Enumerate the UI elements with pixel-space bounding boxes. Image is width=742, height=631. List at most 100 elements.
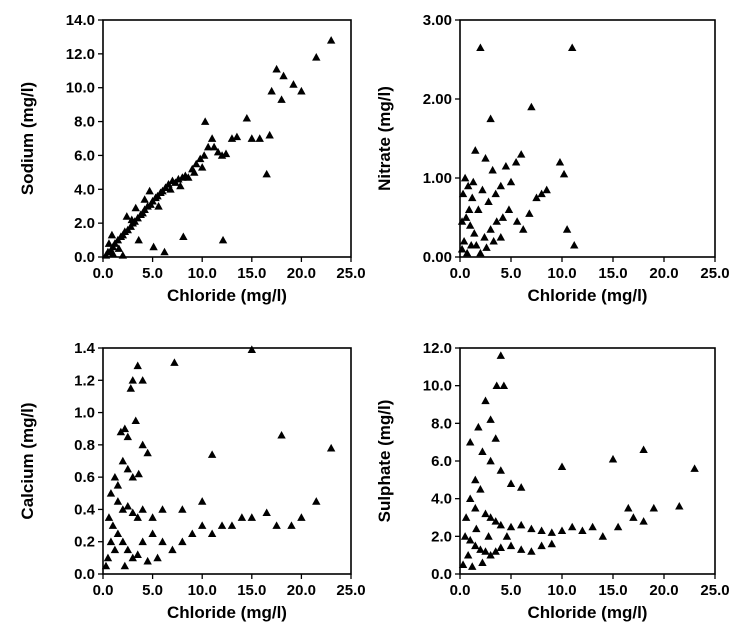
data-point-triangle [101,561,111,570]
data-point-triangle [138,505,147,513]
y-tick-label: 0.0 [431,566,452,583]
x-tick-label: 20.0 [649,265,678,282]
data-point-triangle [467,240,476,249]
data-point-triangle [218,235,228,244]
plot-frame [102,347,352,575]
data-point-triangle [190,168,199,176]
data-point-triangle [527,524,536,533]
data-point-triangle [629,513,638,521]
x-tick-label: 5.0 [142,582,163,599]
data-point-triangle [588,522,597,531]
y-axis-title: Calcium (mg/l) [18,402,37,519]
data-point-triangle [486,550,495,559]
x-tick-label: 20.0 [649,582,678,599]
y-axis-title: Sulphate (mg/l) [375,400,394,523]
data-point-triangle [178,537,187,546]
data-point-triangle [474,205,483,213]
data-point-triangle [104,239,114,247]
y-tick-label: 1.0 [74,405,95,422]
data-point-triangle [527,547,536,555]
data-point-triangle [255,134,264,142]
data-point-triangle [474,422,483,431]
x-tick-label: 20.0 [287,582,316,599]
data-point-triangle [113,529,123,538]
data-point-triangle [460,173,470,182]
data-point-triangle [133,513,142,521]
data-point-triangle [468,562,477,570]
y-tick-label: 1.00 [423,170,452,187]
x-axis-title: Chloride (mg/l) [167,603,287,622]
data-point-triangle [460,532,470,540]
data-point-triangle [247,513,256,521]
data-point-triangle [481,154,490,162]
data-point-triangle [179,232,188,241]
data-point-triangle [492,217,501,225]
x-tick-label: 25.0 [700,265,729,282]
data-point-triangle [464,205,474,213]
data-point-triangle [123,502,132,510]
x-tick-label: 20.0 [287,265,316,282]
data-point-triangle [562,225,572,233]
x-tick-label: 5.0 [501,265,522,282]
data-point-triangle [578,526,587,535]
y-tick-label: 14.0 [66,12,95,29]
data-point-triangle [463,550,473,559]
data-point-triangle [213,147,223,156]
data-point-triangle [168,545,177,554]
data-point-triangle [506,177,516,186]
data-point-triangle [192,159,201,168]
data-point-triangle [107,230,117,239]
x-tick-label: 25.0 [336,265,365,282]
data-point-triangle [547,528,556,536]
data-point-triangle [496,520,505,529]
data-point-triangle [126,384,135,392]
data-point-triangle [106,489,116,497]
data-point-triangle [312,497,321,505]
data-point-triangle [242,113,252,122]
data-point-triangle [227,521,237,529]
data-point-triangle [512,217,522,225]
y-tick-label: 3.00 [423,12,452,29]
data-point-triangle [476,43,485,52]
data-point-triangle [160,247,169,256]
data-point-triangle [232,132,242,141]
data-point-triangle [272,521,281,529]
data-point-triangle [123,464,132,473]
data-point-triangle [289,80,298,88]
data-point-triangle [118,505,128,513]
data-point-triangle [517,545,526,553]
data-point-triangle [527,102,536,111]
data-point-triangle [123,545,132,554]
data-point-triangle [481,396,490,405]
data-point-triangle [262,169,271,178]
data-point-triangle [598,532,607,540]
x-tick-label: 10.0 [547,582,576,599]
data-point-triangle [326,36,336,44]
data-point-triangle [519,225,528,233]
data-point-triangle [262,508,271,517]
data-point-triangle [458,560,468,568]
data-point-triangle [118,537,128,546]
x-tick-label: 10.0 [188,582,217,599]
data-point-triangle [471,503,480,512]
data-point-triangle [466,494,475,503]
data-point-triangle [120,424,130,433]
data-point-triangle [140,195,149,203]
data-point-triangle [469,177,478,186]
data-point-triangle [154,202,163,210]
data-point-triangle [613,522,623,531]
y-tick-label: 12.0 [66,46,95,63]
data-point-triangle [491,434,500,442]
plot-frame [459,19,716,258]
data-point-triangle [221,149,231,158]
data-point-triangle [207,529,217,538]
data-point-triangle [482,243,491,251]
data-point-triangle [649,503,658,512]
data-point-triangle [568,522,577,531]
data-point-triangle [461,513,471,521]
data-point-triangle [110,472,120,481]
x-tick-label: 0.0 [93,265,114,282]
data-point-triangle [198,163,207,171]
data-point-triangle [486,456,495,465]
